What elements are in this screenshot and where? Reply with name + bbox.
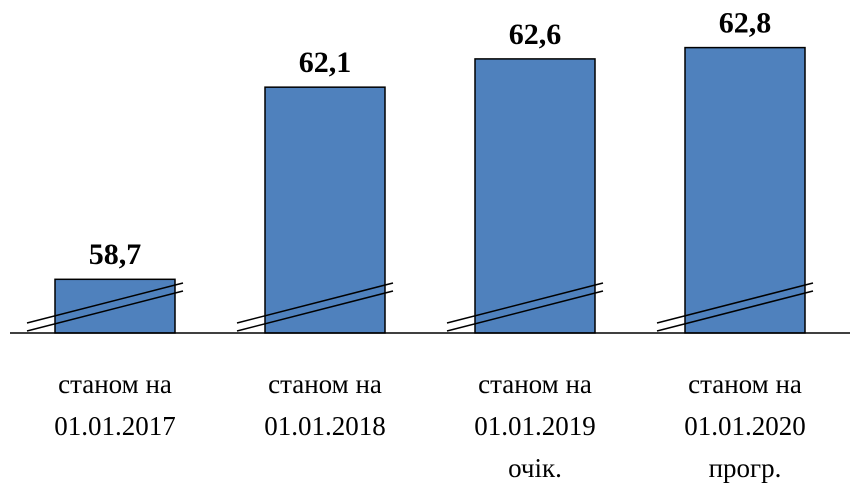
axis-break [656,282,814,324]
bar [264,86,386,334]
axis-break [26,290,184,332]
value-label: 58,7 [89,238,142,271]
x-tick-label: очік. [508,453,562,483]
axis-break [26,282,184,324]
x-tick-label: станом на [688,369,802,399]
x-tick-label: 01.01.2017 [54,411,176,441]
x-tick-label: станом на [478,369,592,399]
bar [474,58,596,334]
x-tick-label: 01.01.2019 [474,411,596,441]
bar [54,278,176,334]
axis-break [446,282,604,324]
axis-break [236,290,394,332]
axis-break [656,290,814,332]
x-tick-label: станом на [268,369,382,399]
axis-break [446,290,604,332]
value-label: 62,6 [509,18,562,51]
axis-break [236,282,394,324]
value-label: 62,1 [299,46,352,79]
x-tick-label: 01.01.2018 [264,411,386,441]
x-tick-label: прогр. [709,453,782,483]
x-tick-label: станом на [58,369,172,399]
value-label: 62,8 [719,6,772,39]
x-tick-label: 01.01.2020 [684,411,806,441]
